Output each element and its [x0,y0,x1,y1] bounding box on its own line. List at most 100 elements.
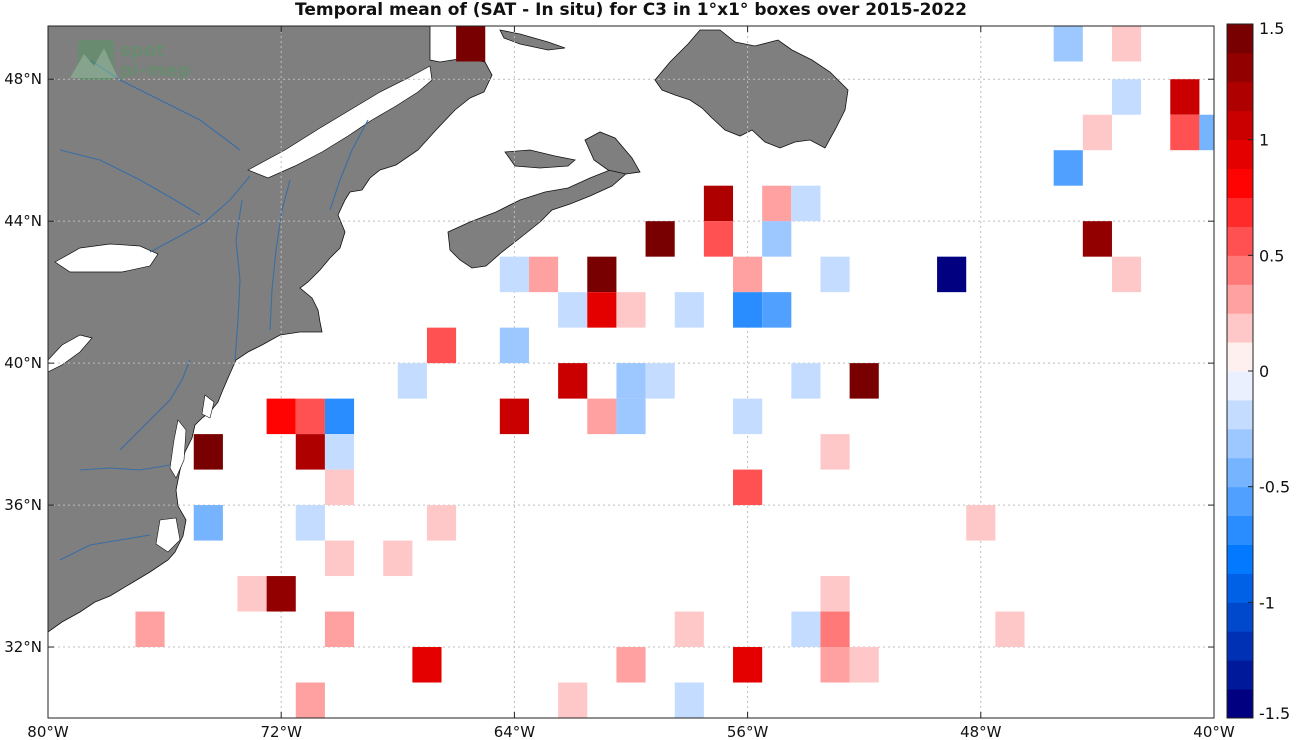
colorbar-segment [1227,313,1253,343]
heatmap-cell [733,398,763,435]
chesapeake-bay [169,419,187,479]
heatmap-cell [558,363,588,399]
st-lawrence-river [149,175,251,253]
y-tick-label: 40°N [4,354,42,372]
heatmap-cell [1111,256,1142,293]
heatmap-cell [616,363,646,399]
heatmap-cell [762,185,792,222]
river-potomac [79,464,171,471]
river-hudson [234,199,243,361]
heatmap-cell [733,292,763,328]
heatmap-cell [558,682,588,718]
heatmap-cell [397,363,427,399]
heatmap-cell [426,327,457,364]
colorbar-segment [1227,689,1253,719]
heatmap-cell [820,256,850,293]
heatmap-cell [324,434,355,470]
svg-text:spot: spot [120,40,165,61]
chart-title: Temporal mean of (SAT - In situ) for C3 … [295,0,967,20]
heatmap-cell [412,647,442,683]
colorbar-tick-label: -0.5 [1259,478,1290,497]
river-ottawa [59,149,201,216]
colorbar-tick-label: -1.5 [1259,704,1290,723]
x-tick-label: 64°W [494,723,536,740]
colorbar-segment [1227,602,1253,632]
heatmap-cell [193,505,223,541]
river-maine [329,119,369,211]
heatmap-cell [1170,114,1200,151]
heatmap-cell [674,611,704,648]
heatmap-cell [849,647,879,683]
plot-frame [47,25,1215,719]
colorbar-segment [1227,342,1253,372]
river-carolina [59,534,151,561]
heatmap-cell [820,434,850,470]
heatmap-cell [966,505,996,541]
anticosti-island [499,29,566,51]
heatmap-cell [456,26,486,62]
heatmap-cell [499,398,529,435]
colorbar-tick-label: 1.5 [1259,19,1284,38]
heatmap-cell [558,292,588,328]
heatmap-cell [703,185,734,222]
heatmap-cell [295,434,325,470]
heatmap-cell [674,682,704,718]
heatmap-cell [674,292,704,328]
colorbar-segment [1227,573,1253,603]
heatmap-cell [733,469,763,506]
y-tick-label: 48°N [4,70,42,88]
colorbar-tick-label: 0.5 [1259,246,1284,265]
heatmap-cell [324,611,355,648]
y-tick-label: 32°N [4,638,42,656]
river-connecticut [269,179,291,331]
heatmap-cell [645,221,675,257]
heatmap-cell [324,469,355,506]
colorbar-segment [1227,515,1253,545]
heatmap-cell [528,256,559,293]
x-tick-label: 48°W [960,723,1002,740]
y-axis: 32°N 36°N 40°N 44°N 48°N [4,70,1214,656]
colorbar: 1.5 1 0.5 0 -0.5 -1 -1.5 [1226,19,1290,723]
river-susquehanna [119,359,191,451]
heatmap-cell [324,398,355,435]
colorbar-segment [1227,284,1253,314]
colorbar-segment [1227,428,1253,459]
heatmap-cell [383,540,413,577]
heatmap-cell [587,256,617,293]
colorbar-segment [1227,399,1253,430]
heatmap-cell [1199,114,1214,151]
nova-scotia [447,169,629,269]
st-lawrence-estuary [247,65,433,179]
heatmap-cell [324,540,355,577]
colorbar-segment [1227,52,1253,83]
cape-breton [584,131,641,175]
colorbar-tick-label: 0 [1259,362,1269,381]
pamlico-sound [155,517,181,553]
y-tick-label: 36°N [4,496,42,514]
heatmap-cell [645,363,675,399]
colorbar-tick-label: 1 [1259,131,1269,150]
colorbar-segment [1227,139,1253,170]
colorbar-segment [1227,660,1253,690]
heatmap-cell [193,434,223,470]
colorbar-segment [1227,24,1253,54]
heatmap-cell [937,256,967,293]
heatmap-cell [135,611,165,648]
heatmap-cell [499,256,529,293]
delaware-bay [201,394,215,419]
heatmap-cell [791,185,821,222]
heatmap-cell [295,505,325,541]
heatmap-cell [820,611,850,648]
colorbar-segment [1227,544,1253,574]
heatmap-cell [733,256,763,293]
heatmap-cell [616,398,646,435]
heatmap-cell [587,292,617,328]
x-tick-label: 40°W [1193,723,1235,740]
heatmap-cells [135,26,1214,718]
heatmap-cell [1082,221,1112,257]
heatmap-cell [237,576,267,612]
heatmap-cell [762,292,792,328]
colorbar-segment [1227,226,1253,256]
heatmap-cell [426,505,457,541]
